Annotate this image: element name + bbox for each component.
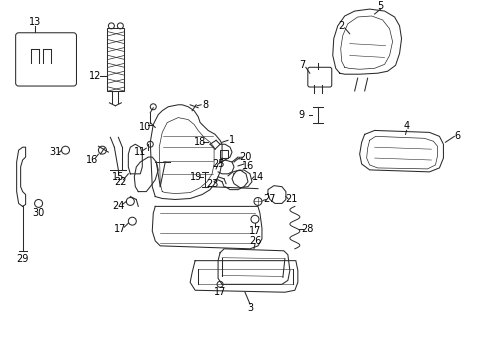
Text: 22: 22 [114, 177, 126, 187]
Text: 26: 26 [248, 236, 261, 246]
Text: 23: 23 [205, 179, 218, 189]
Bar [107, 28, 124, 91]
Text: 13: 13 [28, 17, 41, 27]
Text: 19: 19 [190, 172, 202, 182]
Text: 5: 5 [377, 1, 383, 11]
Text: 6: 6 [453, 131, 460, 141]
Text: 2: 2 [338, 21, 344, 31]
Text: 3: 3 [246, 303, 252, 313]
Text: 17: 17 [213, 287, 226, 297]
Text: 9: 9 [298, 110, 305, 120]
Text: 25: 25 [211, 159, 224, 169]
Text: 28: 28 [301, 224, 313, 234]
Text: 12: 12 [89, 71, 102, 81]
Text: 15: 15 [112, 172, 124, 182]
Text: 31: 31 [49, 147, 61, 157]
Text: 10: 10 [139, 122, 151, 132]
Text: 17: 17 [248, 226, 261, 236]
Text: 30: 30 [32, 208, 44, 218]
Text: 7: 7 [298, 60, 305, 70]
Text: 11: 11 [134, 147, 146, 157]
Bar [220, 150, 227, 158]
Text: 1: 1 [228, 135, 235, 145]
Text: 8: 8 [202, 100, 208, 110]
Text: 14: 14 [251, 172, 264, 182]
Text: 29: 29 [17, 254, 29, 264]
Text: 4: 4 [403, 121, 409, 131]
Text: 18: 18 [194, 137, 206, 147]
Text: 24: 24 [112, 201, 124, 211]
Text: 17: 17 [114, 224, 126, 234]
Text: 27: 27 [263, 194, 276, 204]
Text: 21: 21 [285, 194, 298, 204]
Text: 16: 16 [86, 155, 99, 165]
Text: 20: 20 [238, 152, 251, 162]
Text: 16: 16 [242, 161, 254, 171]
